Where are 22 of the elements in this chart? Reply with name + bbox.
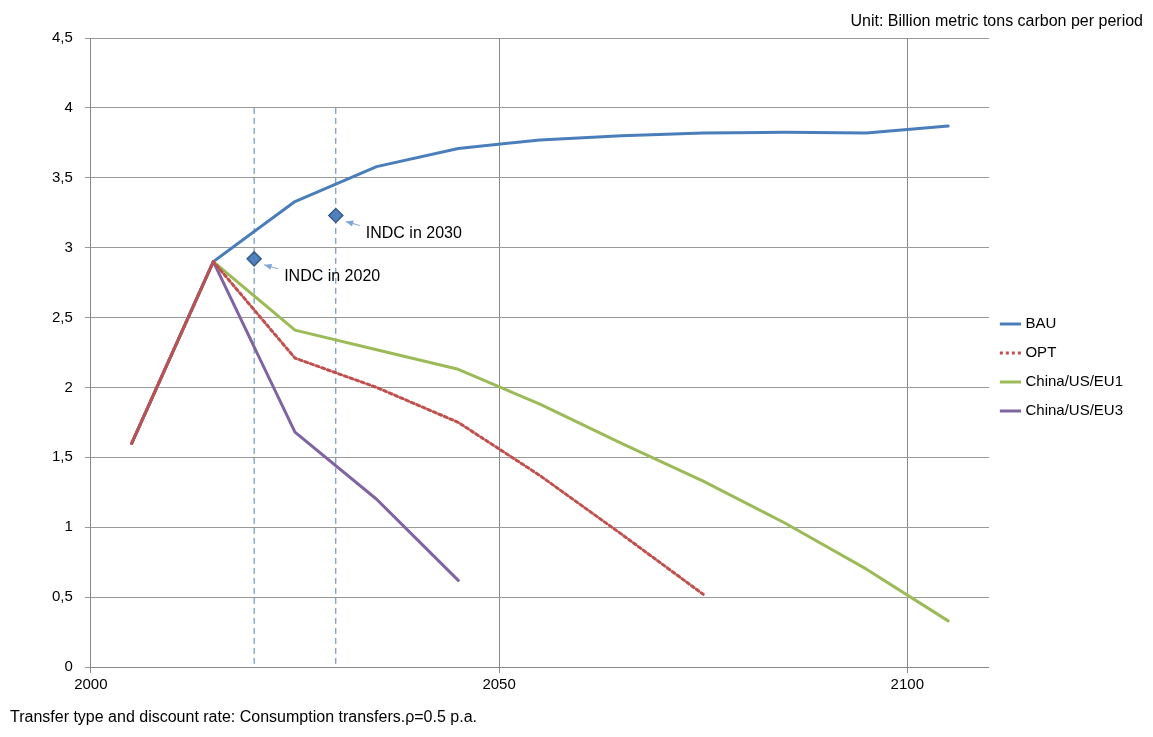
y-tick-label: 0: [64, 657, 73, 675]
y-tick-label: 1: [64, 517, 73, 535]
legend-label: BAU: [1025, 314, 1057, 332]
legend-label: China/US/EU3: [1025, 401, 1123, 419]
annotation: INDC in 2030: [365, 223, 462, 241]
y-tick-label: 1,5: [51, 447, 73, 465]
text: Transfer type and discount rate: Consumption transfers.ρ=0.5 p.a.: [10, 708, 477, 725]
line-series: [130, 260, 705, 596]
legend-label: OPT: [1025, 343, 1057, 361]
y-tick-label: 4,5: [51, 28, 73, 46]
legend-label: China/US/EU1: [1025, 372, 1123, 390]
x-tick-label: 2100: [890, 675, 924, 693]
y-tick-label: 0,5: [51, 587, 73, 605]
y-tick-label: 3: [64, 237, 73, 255]
x-tick-label: 2000: [74, 675, 108, 693]
y-tick-label: 4: [64, 98, 73, 116]
text: Unit: Billion metric tons carbon per period: [850, 12, 1143, 29]
y-tick-label: 2: [64, 377, 73, 395]
y-tick-label: 3,5: [51, 167, 73, 185]
y-tick-label: 2,5: [51, 307, 73, 325]
annotation: INDC in 2020: [284, 266, 381, 284]
x-tick-label: 2050: [482, 675, 516, 693]
